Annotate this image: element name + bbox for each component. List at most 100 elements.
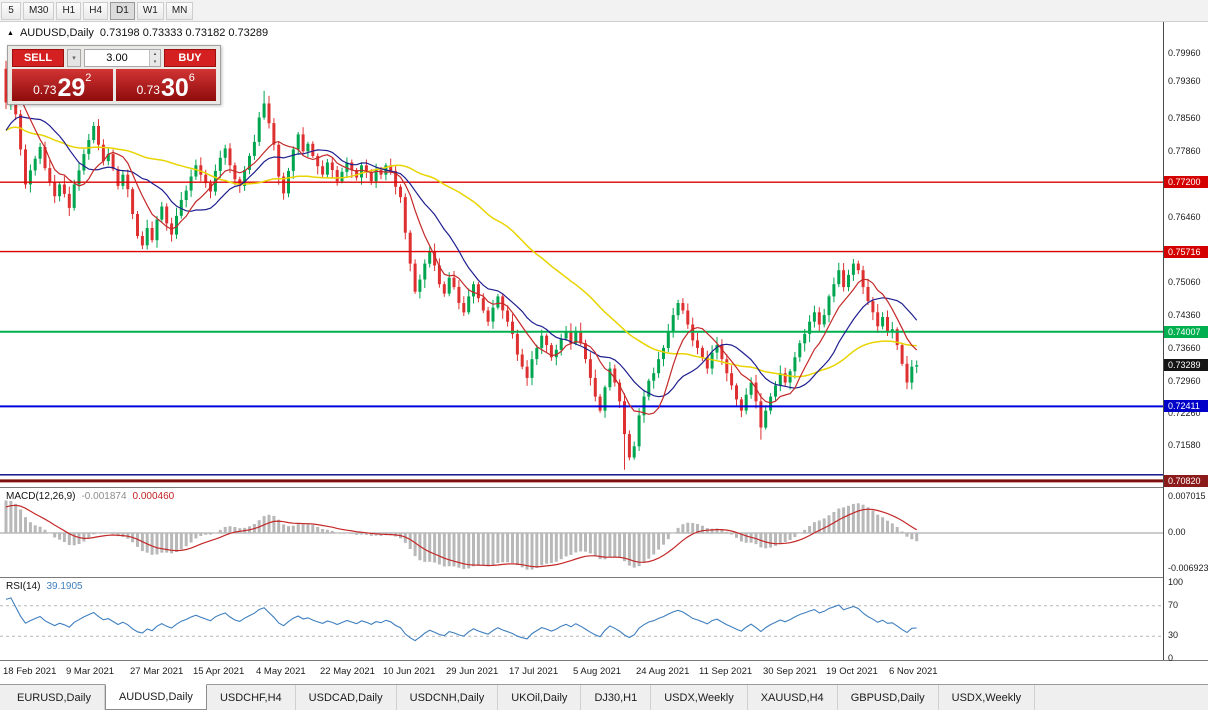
rsi-value: 39.1905 (46, 581, 83, 592)
price-chart-panel[interactable]: ▲ AUDUSD,Daily 0.73198 0.73333 0.73182 0… (0, 22, 1163, 487)
symbol-marker-icon: ▲ (7, 29, 14, 37)
buy-button[interactable]: BUY (164, 49, 216, 67)
price-badge-0.74007: 0.74007 (1164, 326, 1208, 338)
macd-axis-label-0.00: 0.00 (1168, 527, 1186, 537)
bid-pip-digit: 2 (85, 72, 92, 84)
price-badge-0.70820: 0.70820 (1164, 475, 1208, 487)
price-axis-label-0.71580: 0.71580 (1168, 440, 1201, 450)
date-label-4-May-2021: 4 May 2021 (256, 666, 306, 677)
timeframe-button-H4[interactable]: H4 (83, 1, 109, 20)
date-label-9-Mar-2021: 9 Mar 2021 (66, 666, 115, 677)
timeframe-button-H1[interactable]: H1 (56, 1, 82, 20)
price-badge-0.73289: 0.73289 (1164, 359, 1208, 371)
macd-axis-label--0.006923: -0.006923 (1168, 563, 1208, 573)
tab-XAUUSD,H4[interactable]: XAUUSD,H4 (748, 685, 838, 710)
ma-mid-line (5, 115, 918, 398)
ma-slow-line (5, 126, 917, 378)
price-axis-label-0.79360: 0.79360 (1168, 76, 1201, 86)
macd-value-signal: 0.000460 (132, 491, 175, 502)
price-axis-label-0.77860: 0.77860 (1168, 146, 1201, 156)
price-axis-label-0.76460: 0.76460 (1168, 212, 1201, 222)
price-badge-0.77200: 0.77200 (1164, 176, 1208, 188)
volume-decrement-button[interactable]: ▾ (150, 58, 160, 66)
price-badge-0.75716: 0.75716 (1164, 246, 1208, 258)
ask-pip-digit: 6 (188, 72, 195, 84)
price-axis-label-0.72260: 0.72260 (1168, 408, 1201, 418)
date-label-6-Nov-2021: 6 Nov 2021 (889, 666, 938, 677)
macd-signal-line (5, 504, 918, 568)
tab-AUDUSD,Daily[interactable]: AUDUSD,Daily (104, 684, 207, 710)
macd-indicator-panel[interactable]: MACD(12,26,9) -0.001874 0.000460 (0, 487, 1163, 577)
volume-spinner: ▴ ▾ (149, 50, 160, 66)
rsi-line (5, 597, 917, 642)
date-label-24-Aug-2021: 24 Aug 2021 (636, 666, 690, 677)
tab-UKOil,Daily[interactable]: UKOil,Daily (498, 685, 582, 710)
bid-price-display[interactable]: 0.73 29 2 (12, 69, 113, 101)
macd-chart[interactable] (0, 488, 1163, 578)
bid-big-digits: 29 (57, 74, 86, 102)
date-label-27-Mar-2021: 27 Mar 2021 (130, 666, 184, 677)
date-label-18-Feb-2021: 18 Feb 2021 (3, 666, 57, 677)
ma-fast-line (5, 91, 918, 415)
rsi-axis-label-30: 30 (1168, 630, 1179, 640)
ask-prefix: 0.73 (136, 83, 160, 97)
price-axis-label-0.74360: 0.74360 (1168, 310, 1201, 320)
macd-label: MACD(12,26,9) -0.001874 0.000460 (6, 491, 174, 502)
tab-USDX,Weekly[interactable]: USDX,Weekly (651, 685, 748, 710)
price-axis: 0.79960 0.79360 0.78560 0.77860 0.76460 0.750… (1163, 22, 1208, 663)
timeframe-button-D1[interactable]: D1 (110, 1, 135, 20)
macd-name: MACD(12,26,9) (6, 491, 76, 502)
chart-tab-bar: EURUSD,Daily AUDUSD,Daily USDCHF,H4 USDCAD,… (0, 684, 1208, 710)
date-label-15-Apr-2021: 15 Apr 2021 (193, 666, 245, 677)
rsi-axis-label-100: 100 (1168, 577, 1184, 587)
chart-title: ▲ AUDUSD,Daily 0.73198 0.73333 0.73182 0… (7, 27, 268, 39)
chevron-down-icon: ▾ (72, 55, 76, 62)
tab-USDCNH,Daily[interactable]: USDCNH,Daily (397, 685, 499, 710)
price-badge-0.72411: 0.72411 (1164, 400, 1208, 412)
ask-big-digits: 30 (160, 74, 189, 102)
time-axis: 18 Feb 2021 9 Mar 2021 27 Mar 2021 15 Apr 2… (0, 660, 1208, 684)
chart-workspace: ▲ AUDUSD,Daily 0.73198 0.73333 0.73182 0… (0, 22, 1208, 710)
ask-price-display[interactable]: 0.73 30 6 (115, 69, 216, 102)
tab-USDCHF,H4[interactable]: USDCHF,H4 (207, 685, 296, 710)
macd-value-main: -0.001874 (81, 491, 127, 502)
price-axis-label-0.79960: 0.79960 (1168, 48, 1201, 58)
tab-GBPUSD,Daily[interactable]: GBPUSD,Daily (838, 685, 939, 710)
chart-symbol: AUDUSD,Daily (19, 27, 94, 39)
tab-USDX,Weekly[interactable]: USDX,Weekly (939, 685, 1036, 710)
candlestick-chart[interactable] (0, 22, 1163, 487)
date-label-5-Aug-2021: 5 Aug 2021 (573, 666, 622, 677)
volume-dropdown-button[interactable]: ▾ (67, 49, 81, 67)
date-label-17-Jul-2021: 17 Jul 2021 (509, 666, 559, 677)
date-label-19-Oct-2021: 19 Oct 2021 (826, 666, 878, 677)
tab-EURUSD,Daily[interactable]: EURUSD,Daily (4, 685, 105, 710)
timeframe-button-MN[interactable]: MN (165, 1, 194, 20)
macd-axis-label-0.007015: 0.007015 (1168, 491, 1206, 501)
tab-DJ30,H1[interactable]: DJ30,H1 (581, 685, 652, 710)
volume-field: ▴ ▾ (84, 49, 161, 67)
timeframe-toolbar: 5 M30 H1 H4 D1 W1 MN (0, 0, 1208, 22)
rsi-axis-label-70: 70 (1168, 600, 1179, 610)
price-axis-label-0.78560: 0.78560 (1168, 113, 1201, 123)
price-axis-label-0.75060: 0.75060 (1168, 277, 1201, 287)
rsi-label: RSI(14) 39.1905 (6, 581, 83, 592)
sell-button[interactable]: SELL (12, 49, 64, 67)
date-label-11-Sep-2021: 11 Sep 2021 (699, 666, 753, 677)
tab-USDCAD,Daily[interactable]: USDCAD,Daily (296, 685, 397, 710)
timeframe-button-M30[interactable]: M30 (23, 1, 55, 20)
price-axis-label-0.73660: 0.73660 (1168, 343, 1201, 353)
volume-increment-button[interactable]: ▴ (150, 50, 160, 58)
chart-ohlc: 0.73198 0.73333 0.73182 0.73289 (99, 27, 269, 39)
date-label-30-Sep-2021: 30 Sep 2021 (763, 666, 817, 677)
rsi-axis-label-0: 0 (1168, 653, 1174, 663)
rsi-indicator-panel[interactable]: RSI(14) 39.1905 (0, 577, 1163, 660)
timeframe-button-W1[interactable]: W1 (136, 1, 164, 20)
timeframe-button-5[interactable]: 5 (1, 1, 21, 20)
volume-input[interactable] (85, 50, 149, 66)
date-label-29-Jun-2021: 29 Jun 2021 (446, 666, 499, 677)
rsi-chart[interactable] (0, 578, 1163, 661)
price-axis-label-0.72960: 0.72960 (1168, 376, 1201, 386)
date-label-22-May-2021: 22 May 2021 (320, 666, 375, 677)
bid-prefix: 0.73 (33, 83, 57, 97)
